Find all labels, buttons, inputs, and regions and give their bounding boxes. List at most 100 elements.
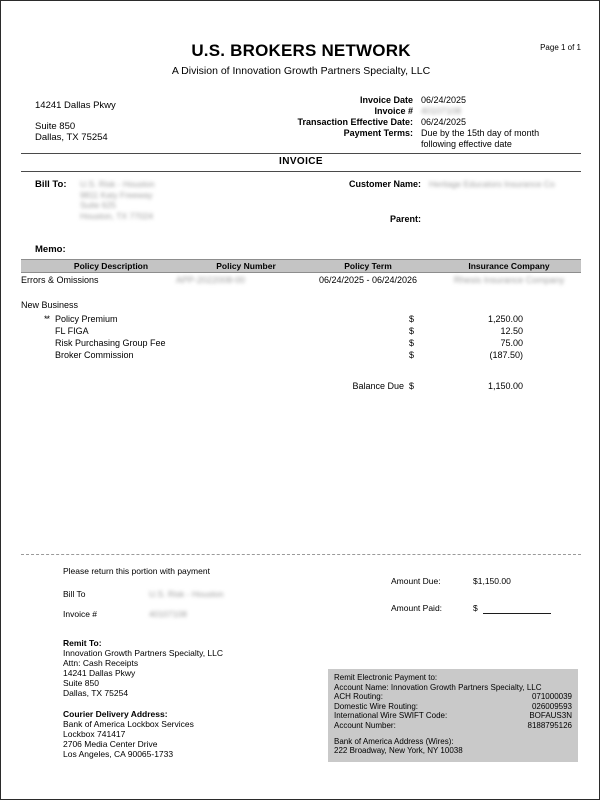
stub-invoice-value: 40107108 xyxy=(149,609,187,619)
bill-to-label: Bill To: xyxy=(35,179,67,190)
ach-account-name: Account Name: Innovation Growth Partners… xyxy=(334,682,542,692)
remit-to-line4: Suite 850 xyxy=(63,678,99,688)
remit-to-title: Remit To: xyxy=(63,638,102,648)
invoice-date-row: Invoice Date 06/24/2025 xyxy=(251,95,591,106)
courier-line2: Lockbox 741417 xyxy=(63,729,126,739)
balance-due-currency: $ xyxy=(409,381,415,391)
account-number-value: 8188795126 xyxy=(527,720,573,730)
list-item: Broker Commission $ (187.50) xyxy=(21,350,581,362)
memo-label: Memo: xyxy=(35,244,66,255)
courier-title: Courier Delivery Address: xyxy=(63,709,168,719)
amount-paid-currency: $ xyxy=(473,603,478,613)
bank-address-value: 222 Broadway, New York, NY 10038 xyxy=(334,746,463,756)
parent-label: Parent: xyxy=(389,214,421,224)
payment-terms-line2: following effective date xyxy=(421,139,512,149)
payment-terms-row: Payment Terms: Due by the 15th day of mo… xyxy=(251,128,591,150)
cell-policy-number: APP-2022008-00 xyxy=(176,275,246,285)
line-items: New Business ** Policy Premium $ 1,250.0… xyxy=(21,300,581,362)
customer-name-label: Customer Name: xyxy=(348,179,421,189)
list-item: Risk Purchasing Group Fee $ 75.00 xyxy=(21,338,581,350)
item-amount: 75.00 xyxy=(500,338,523,348)
wire-routing-row: Domestic Wire Routing: 026009593 xyxy=(334,702,572,712)
transaction-effective-date-value: 06/24/2025 xyxy=(421,117,467,127)
bill-to-line3: Suite 625 xyxy=(80,200,116,210)
stub-instruction: Please return this portion with payment xyxy=(63,566,210,576)
column-header-policy-number: Policy Number xyxy=(216,261,276,271)
remit-to-line1: Innovation Growth Partners Specialty, LL… xyxy=(63,648,224,658)
invoice-number-value: 40107108 xyxy=(421,106,462,116)
balance-due-amount: 1,150.00 xyxy=(487,381,523,391)
sender-address: 14241 Dallas Pkwy Suite 850 Dallas, TX 7… xyxy=(35,100,116,144)
payment-terms-line1: Due by the 15th day of month xyxy=(421,128,540,138)
stub-invoice-label: Invoice # xyxy=(63,609,98,619)
column-header-policy-term: Policy Term xyxy=(344,261,392,271)
ach-routing-label: ACH Routing: xyxy=(334,692,383,702)
cell-policy-term: 06/24/2025 - 06/24/2026 xyxy=(318,275,418,285)
bill-to-line1: U.S. Risk - Houston xyxy=(80,179,155,189)
list-item: FL FIGA $ 12.50 xyxy=(21,326,581,338)
invoice-date-label: Invoice Date xyxy=(359,95,413,105)
item-currency: $ xyxy=(409,314,415,324)
courier-line1: Bank of America Lockbox Services xyxy=(63,719,194,729)
item-label: Risk Purchasing Group Fee xyxy=(55,338,166,348)
amount-paid-label: Amount Paid: xyxy=(391,603,443,613)
bank-address-label: Bank of America Address (Wires): xyxy=(334,736,454,746)
divider-below-invoice-title xyxy=(21,171,581,172)
page-title: U.S. BROKERS NETWORK xyxy=(191,41,411,60)
ach-title: Remit Electronic Payment to: xyxy=(334,673,438,682)
invoice-date-value: 06/24/2025 xyxy=(421,95,467,105)
transaction-effective-date-row: Transaction Effective Date: 06/24/2025 xyxy=(251,117,591,128)
policy-table-header-row: Policy Description Policy Number Policy … xyxy=(21,259,581,273)
sender-line1: 14241 Dallas Pkwy xyxy=(35,100,116,111)
courier-line4: Los Angeles, CA 90065-1733 xyxy=(63,749,174,759)
invoice-number-label: Invoice # xyxy=(374,106,413,116)
item-currency: $ xyxy=(409,338,415,348)
electronic-payment-box: Remit Electronic Payment to: Account Nam… xyxy=(328,669,578,762)
item-label: Broker Commission xyxy=(55,350,134,360)
policy-table: Policy Description Policy Number Policy … xyxy=(21,259,581,289)
company-division-subtitle: A Division of Innovation Growth Partners… xyxy=(171,65,431,77)
transaction-effective-date-label: Transaction Effective Date: xyxy=(297,117,413,127)
column-header-insurance-company: Insurance Company xyxy=(468,261,550,271)
stub-bill-to-value: U.S. Risk - Houston xyxy=(149,589,224,599)
account-number-row: Account Number: 8188795126 xyxy=(334,721,572,731)
item-amount: 12.50 xyxy=(500,326,523,336)
line-items-group-title: New Business xyxy=(21,300,79,310)
invoice-meta: Invoice Date 06/24/2025 Invoice # 401071… xyxy=(251,95,591,150)
bill-to-line4: Houston, TX 77024 xyxy=(80,210,154,221)
remit-to-line3: 14241 Dallas Pkwy xyxy=(63,668,136,678)
item-label: Policy Premium xyxy=(55,314,118,324)
ach-routing-value: 071000039 xyxy=(531,692,572,702)
stub-bill-to-label: Bill To xyxy=(63,589,86,599)
amount-paid-input[interactable] xyxy=(483,613,551,614)
balance-due-row: Balance Due $ 1,150.00 xyxy=(21,381,581,393)
item-currency: $ xyxy=(409,326,415,336)
ach-routing-row: ACH Routing: 071000039 xyxy=(334,692,572,702)
table-row: Errors & Omissions APP-2022008-00 06/24/… xyxy=(21,275,581,289)
list-item: ** Policy Premium $ 1,250.00 xyxy=(21,314,581,326)
wire-routing-label: Domestic Wire Routing: xyxy=(334,701,419,711)
cell-policy-description: Errors & Omissions xyxy=(21,275,99,285)
courier-line3: 2706 Media Center Drive xyxy=(63,739,158,749)
spacer xyxy=(35,112,116,121)
courier-address-block: Courier Delivery Address: Bank of Americ… xyxy=(63,709,194,759)
bill-to-address: U.S. Risk - Houston 9811 Katy Freeway Su… xyxy=(80,179,155,221)
divider-above-invoice-title xyxy=(21,153,581,154)
swift-row: International Wire SWIFT Code: BOFAUS3N xyxy=(334,711,572,721)
invoice-number-row: Invoice # 40107108 xyxy=(251,106,591,117)
payment-terms-label: Payment Terms: xyxy=(343,128,413,138)
item-currency: $ xyxy=(409,350,415,360)
remit-to-line5: Dallas, TX 75254 xyxy=(63,688,129,698)
customer-name-value: Heritage Educators Insurance Co xyxy=(429,179,555,189)
remit-to-line2: Attn: Cash Receipts xyxy=(63,658,139,668)
swift-label: International Wire SWIFT Code: xyxy=(334,711,448,721)
sender-line2: Suite 850 xyxy=(35,120,76,132)
bill-to-line2: 9811 Katy Freeway xyxy=(80,189,153,200)
column-header-policy-description: Policy Description xyxy=(73,261,149,271)
sender-line3: Dallas, TX 75254 xyxy=(35,132,108,143)
wire-routing-value: 026009593 xyxy=(531,701,572,711)
item-amount: 1,250.00 xyxy=(487,314,523,324)
item-amount: (187.50) xyxy=(489,350,523,360)
